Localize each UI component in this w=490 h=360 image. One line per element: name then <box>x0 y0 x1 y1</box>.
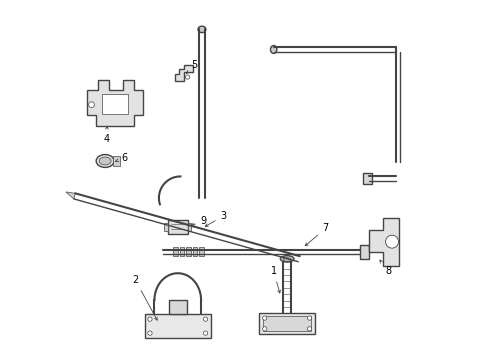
Circle shape <box>203 331 208 335</box>
Text: 9: 9 <box>191 216 207 226</box>
Ellipse shape <box>283 258 291 261</box>
Bar <box>364 173 372 184</box>
Bar <box>188 223 191 231</box>
Circle shape <box>386 235 398 248</box>
Text: 8: 8 <box>380 260 392 276</box>
Bar <box>101 94 128 114</box>
Ellipse shape <box>280 256 294 262</box>
Circle shape <box>148 331 152 335</box>
Bar <box>164 223 168 231</box>
Ellipse shape <box>96 154 114 167</box>
Bar <box>169 300 187 315</box>
Text: 6: 6 <box>116 153 127 163</box>
Bar <box>145 315 211 338</box>
Circle shape <box>263 327 267 331</box>
Polygon shape <box>66 192 75 199</box>
Text: 7: 7 <box>305 224 329 246</box>
Circle shape <box>307 316 312 320</box>
Text: 2: 2 <box>132 275 157 320</box>
Circle shape <box>263 316 267 320</box>
Ellipse shape <box>99 157 111 165</box>
Text: 3: 3 <box>205 211 226 226</box>
Bar <box>259 313 315 334</box>
Bar <box>186 247 191 256</box>
Ellipse shape <box>270 45 277 53</box>
Bar <box>193 247 197 256</box>
Bar <box>168 220 188 234</box>
Bar <box>113 156 120 166</box>
Bar <box>199 247 204 256</box>
Bar <box>360 244 368 259</box>
Bar <box>180 247 184 256</box>
Bar <box>263 316 311 330</box>
Bar <box>173 247 178 256</box>
Circle shape <box>186 75 190 79</box>
Circle shape <box>89 102 95 108</box>
Text: 4: 4 <box>104 126 110 144</box>
Ellipse shape <box>198 26 206 33</box>
Circle shape <box>307 327 312 331</box>
Circle shape <box>148 317 152 321</box>
Polygon shape <box>87 80 143 126</box>
Text: 5: 5 <box>187 60 198 73</box>
Text: 1: 1 <box>270 266 280 293</box>
Circle shape <box>203 317 208 321</box>
Polygon shape <box>175 65 193 81</box>
Polygon shape <box>368 218 399 266</box>
